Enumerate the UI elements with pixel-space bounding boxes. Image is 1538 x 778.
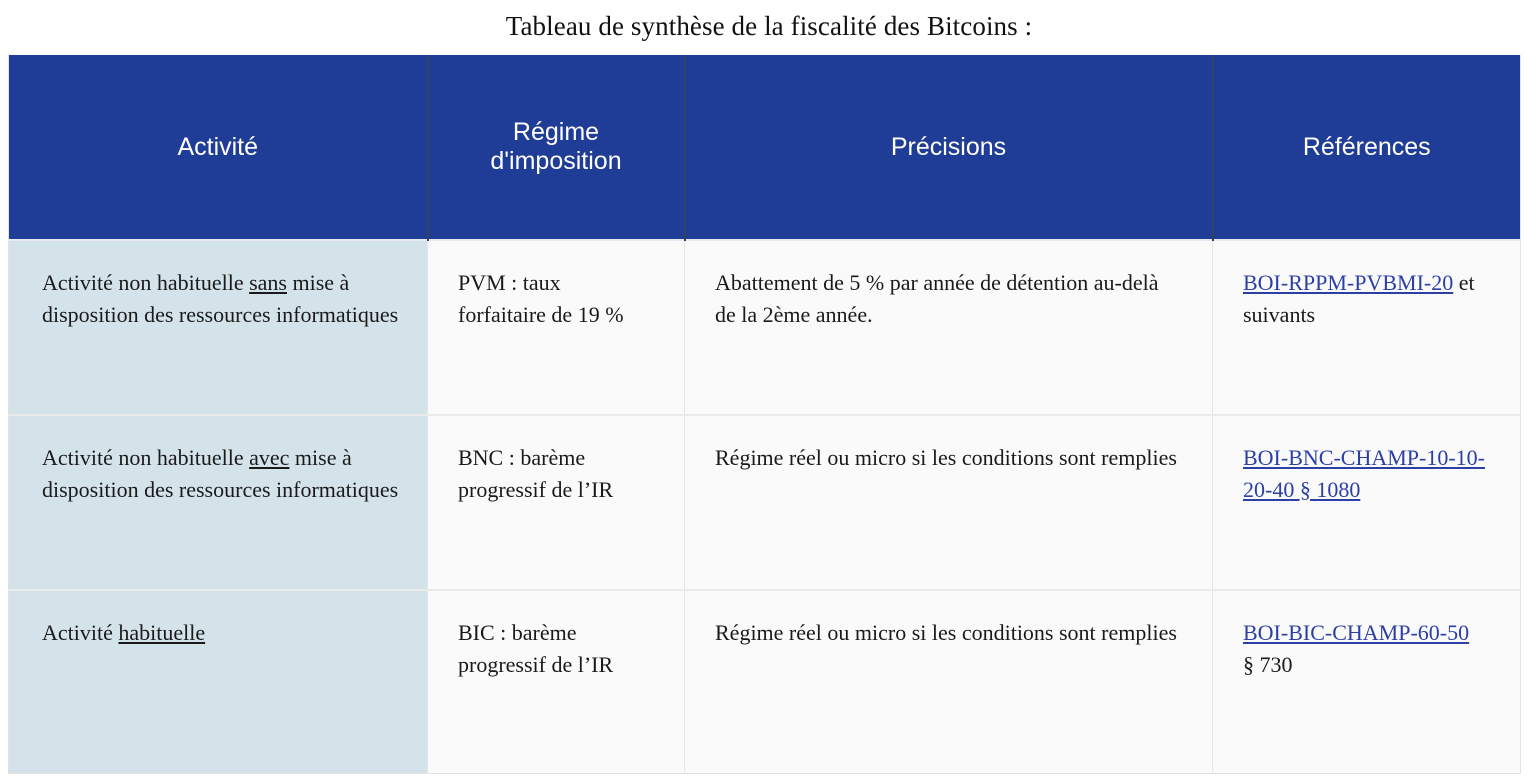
precisions-text: Régime réel ou micro si les conditions s… xyxy=(715,445,1177,471)
table-row: Activité non habituelle sans mise à disp… xyxy=(8,239,1521,416)
activite-prefix: Activité non habituelle xyxy=(42,270,250,296)
table-header: Activité Régime d'imposition Précisions … xyxy=(8,55,1521,241)
column-header-regime-label-line2: d'imposition xyxy=(490,147,622,176)
column-header-precisions-label: Précisions xyxy=(890,132,1007,161)
column-header-regime-label-line1: Régime xyxy=(512,117,600,146)
table-body: Activité non habituelle sans mise à disp… xyxy=(8,239,1521,774)
reference-tail-text: § 730 xyxy=(1243,651,1293,677)
precisions-text: Abattement de 5 % par année de détention… xyxy=(715,270,1159,327)
tableau-fiscalite-bitcoins: Activité Régime d'imposition Précisions … xyxy=(8,55,1521,774)
cell-precisions: Régime réel ou micro si les conditions s… xyxy=(684,414,1213,591)
reference-link[interactable]: BOI-RPPM-PVBMI-20 xyxy=(1243,270,1454,296)
reference-tail-text: et suivants xyxy=(1243,270,1475,327)
activite-emphasis: sans xyxy=(249,270,287,296)
cell-precisions: Abattement de 5 % par année de détention… xyxy=(684,239,1213,416)
cell-precisions: Régime réel ou micro si les conditions s… xyxy=(684,589,1213,774)
cell-references: BOI-BNC-CHAMP-10-10-20-40 § 1080 xyxy=(1212,414,1521,591)
column-header-references-label: Références xyxy=(1302,132,1431,161)
cell-regime: PVM : taux forfaitaire de 19 % xyxy=(427,239,685,416)
column-header-precisions: Précisions xyxy=(684,55,1214,241)
column-header-activite-label: Activité xyxy=(177,132,259,161)
activite-prefix: Activité xyxy=(42,620,119,646)
table-container: Activité Régime d'imposition Précisions … xyxy=(0,55,1538,774)
column-header-regime: Régime d'imposition xyxy=(427,55,686,241)
table-row: Activité habituelle BIC : barème progres… xyxy=(8,589,1521,774)
cell-references: BOI-RPPM-PVBMI-20 et suivants xyxy=(1212,239,1521,416)
cell-activite: Activité habituelle xyxy=(8,589,428,774)
reference-link[interactable]: BOI-BNC-CHAMP-10-10-20-40 § 1080 xyxy=(1243,445,1485,502)
table-row: Activité non habituelle avec mise à disp… xyxy=(8,414,1521,591)
column-header-activite: Activité xyxy=(8,55,429,241)
cell-regime: BIC : barème progressif de l’IR xyxy=(427,589,685,774)
cell-regime: BNC : barème progressif de l’IR xyxy=(427,414,685,591)
cell-activite: Activité non habituelle avec mise à disp… xyxy=(8,414,428,591)
column-header-references: Références xyxy=(1212,55,1521,241)
cell-activite: Activité non habituelle sans mise à disp… xyxy=(8,239,428,416)
activite-emphasis: habituelle xyxy=(118,620,206,646)
activite-suffix: mise à disposition des ressources inform… xyxy=(42,445,399,502)
cell-references: BOI-BIC-CHAMP-60-50 § 730 xyxy=(1212,589,1521,774)
activite-suffix: mise à disposition des ressources inform… xyxy=(42,270,399,327)
regime-text: BIC : barème progressif de l’IR xyxy=(458,620,614,677)
activite-prefix: Activité non habituelle xyxy=(42,445,250,471)
regime-text: BNC : barème progressif de l’IR xyxy=(458,445,614,502)
reference-link[interactable]: BOI-BIC-CHAMP-60-50 xyxy=(1243,620,1470,646)
page-title: Tableau de synthèse de la fiscalité des … xyxy=(505,11,1033,41)
activite-emphasis: avec xyxy=(249,445,290,471)
regime-text: PVM : taux forfaitaire de 19 % xyxy=(458,270,624,327)
table-header-row: Activité Régime d'imposition Précisions … xyxy=(8,55,1521,241)
precisions-text: Régime réel ou micro si les conditions s… xyxy=(715,620,1177,646)
